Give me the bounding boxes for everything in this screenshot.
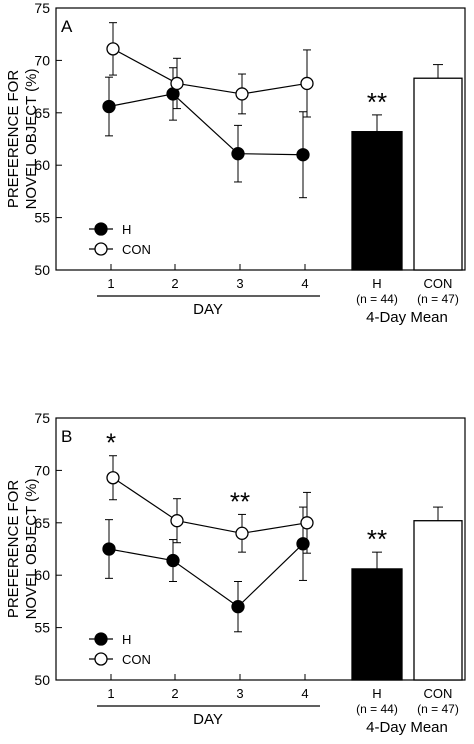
x-tick-label: 4 [301,276,308,291]
legend-item-h: H [89,222,131,237]
data-point [170,76,184,91]
x-tick-label: 1 [107,276,114,291]
bar [413,77,463,271]
series-h-markers [102,537,310,614]
series-line [112,48,308,95]
data-point [296,537,310,551]
bar-inset-title: 4-Day Mean [366,719,448,736]
bar-n-label: (n = 47) [417,702,459,716]
legend-marker [94,632,108,646]
bar [413,520,463,681]
legend-label: H [122,632,131,647]
chart-panel-a: 50 55 60 65 70 75 PREFERENCE FOR NOVEL OBJECT (… [5,0,466,326]
bar-inset: ** H(n = 44) CON(n = 47) 4-Day Mean [351,64,463,326]
data-point [300,76,314,91]
panel-label: B [61,427,72,446]
data-point [296,148,310,162]
y-axis-label-line-1: PREFERENCE FOR [5,480,22,619]
data-point [106,471,120,485]
data-point [102,542,116,556]
y-tick-label: 75 [34,0,50,16]
series-con [109,455,311,554]
legend-label: H [122,222,131,237]
bar [351,131,403,271]
significance-marker: ** [230,486,250,516]
bar-category-label: H [372,276,381,291]
data-point [235,526,249,540]
y-tick-label: 75 [34,410,50,426]
legend-marker [94,242,108,256]
data-point [235,87,249,101]
series-h [105,506,307,633]
y-axis-label-line-2: NOVEL OBJECT (%) [23,69,40,210]
data-point [300,516,314,530]
data-point [170,514,184,528]
data-point [106,42,120,56]
x-tick-label: 1 [107,686,114,701]
data-point [102,99,116,114]
y-axis-label-line-1: PREFERENCE FOR [5,70,22,209]
legend-item-con: CON [89,652,151,667]
mean-bar-con: CON(n = 47) [413,506,463,716]
mean-bar-h: ** H(n = 44) [351,524,403,716]
y-tick-label: 70 [34,462,50,478]
plot-frame [55,7,466,271]
bar [351,568,403,681]
mean-bar-con: CON(n = 47) [413,64,463,306]
legend-marker [94,652,108,666]
series-h-markers [102,87,310,162]
y-tick-label: 50 [34,262,50,278]
bar-inset: ** H(n = 44) CON(n = 47) 4-Day Mean [351,506,463,736]
series-con [109,22,311,118]
bar-inset-title: 4-Day Mean [366,309,448,326]
y-tick-label: 55 [34,620,50,636]
y-tick-label: 60 [34,157,50,173]
legend-item-con: CON [89,242,151,257]
y-tick-label: 60 [34,567,50,583]
bar-n-label: (n = 44) [356,292,398,306]
series-line [108,543,304,608]
legend-item-h: H [89,632,131,647]
bar-category-label: CON [424,686,453,701]
x-axis-label: DAY [193,301,223,318]
x-axis-label: DAY [193,711,223,728]
bar-n-label: (n = 47) [417,292,459,306]
x-tick-label: 4 [301,686,308,701]
series-con-markers [106,471,314,540]
y-tick-label: 50 [34,672,50,688]
significance-marker: * [106,428,116,458]
bar-category-label: H [372,686,381,701]
series-con-markers [106,42,314,101]
bar-n-label: (n = 44) [356,702,398,716]
y-tick-label: 65 [34,105,50,121]
mean-bar-h: ** H(n = 44) [351,87,403,306]
legend-marker [94,222,108,236]
plot-frame [55,417,466,681]
data-point [231,147,245,161]
significance-marker: ** [367,524,387,554]
series-h [105,67,307,199]
x-tick-label: 3 [236,276,243,291]
legend-label: CON [122,652,151,667]
bar-category-label: CON [424,276,453,291]
legend-label: CON [122,242,151,257]
data-point [231,599,245,614]
x-tick-label: 3 [236,686,243,701]
y-tick-label: 65 [34,515,50,531]
significance-marker: ** [367,87,387,117]
chart-panel-b: 50 55 60 65 70 75 PREFERENCE FOR NOVEL OBJECT (… [5,410,466,736]
y-tick-label: 70 [34,52,50,68]
y-axis-label-line-2: NOVEL OBJECT (%) [23,479,40,620]
series-line [108,93,304,156]
series-line [112,477,308,534]
data-point [166,553,180,568]
panel-label: A [61,17,73,36]
x-tick-label: 2 [171,276,178,291]
y-tick-label: 55 [34,210,50,226]
x-tick-label: 2 [171,686,178,701]
